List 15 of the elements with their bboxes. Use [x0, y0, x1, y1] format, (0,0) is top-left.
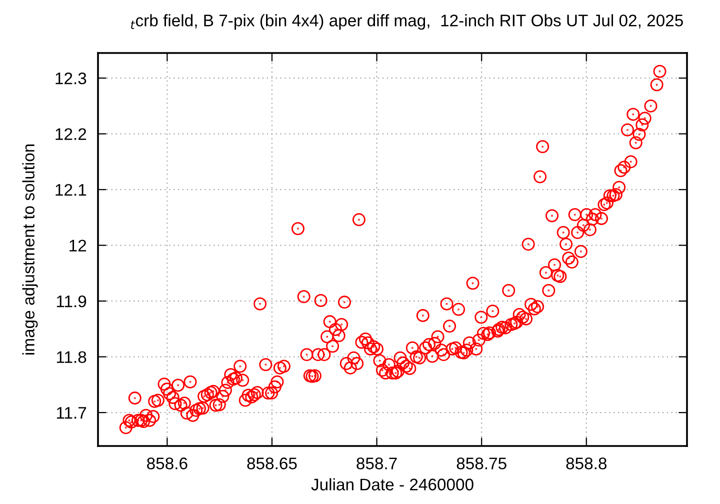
y-tick-label: 11.9: [56, 295, 86, 308]
y-tick-label: 12.3: [56, 72, 86, 84]
x-tick-label: 858.8: [566, 458, 607, 470]
x-tick-label: 858.6: [147, 458, 188, 470]
chart-title: $_{t}$crb field, B 7-pix (bin 4x4) aper diff mag, 12-inch RIT Obs UT Jul 02, 2025: [130, 14, 683, 30]
y-axis-title: image adjustment to solution: [22, 144, 38, 354]
x-axis-title: Julian Date - 2460000: [311, 478, 474, 490]
x-tick-label: 858.65: [247, 458, 297, 470]
y-tick-label: 11.7: [56, 407, 86, 419]
y-tick-label: 12.1: [56, 184, 86, 196]
y-tick-label: 12.2: [56, 128, 86, 140]
y-tick-label: 12: [70, 240, 86, 252]
y-tick-label: 11.8: [56, 351, 86, 364]
x-tick-label: 858.75: [456, 458, 506, 470]
x-tick-label: 858.7: [356, 458, 397, 470]
